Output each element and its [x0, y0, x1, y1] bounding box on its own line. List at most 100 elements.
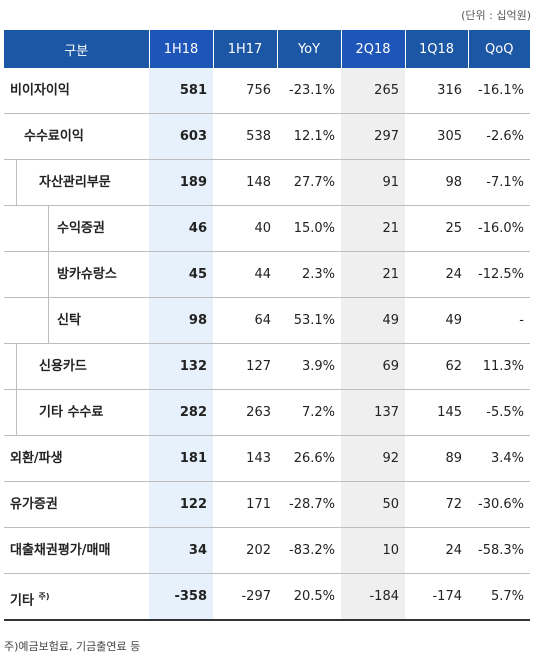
cell-yoy: 26.6% [277, 435, 341, 482]
row-label: 수익증권 [57, 221, 105, 236]
cell-1h17: 171 [213, 481, 277, 528]
cell-2q18: 49 [341, 297, 405, 344]
table-row: 기타 주) -358 -297 20.5% -184 -174 5.7% [4, 573, 530, 621]
cell-1h17: 148 [213, 159, 277, 206]
cell-qoq: -12.5% [468, 251, 530, 298]
cell-1q18: -174 [405, 573, 468, 621]
cell-1h18: 122 [149, 481, 213, 528]
row-label-cell: 외환/파생 [4, 435, 149, 482]
income-table: 구분 1H18 1H17 YoY 2Q18 1Q18 QoQ 비이자이익 581 7… [4, 30, 530, 621]
row-label: 대출채권평가/매매 [10, 543, 111, 558]
row-label-cell: 비이자이익 [4, 68, 149, 114]
cell-1h17: -297 [213, 573, 277, 621]
cell-2q18: -184 [341, 573, 405, 621]
cell-qoq: -30.6% [468, 481, 530, 528]
cell-2q18: 137 [341, 389, 405, 436]
cell-1h17: 263 [213, 389, 277, 436]
cell-1h18: 46 [149, 205, 213, 252]
row-label-cell: 수익증권 [4, 205, 149, 252]
cell-1h18: -358 [149, 573, 213, 621]
cell-1q18: 72 [405, 481, 468, 528]
cell-1h17: 756 [213, 68, 277, 114]
table-row: 기타 수수료 282 263 7.2% 137 145 -5.5% [4, 389, 530, 436]
cell-2q18: 10 [341, 527, 405, 574]
header-category: 구분 [4, 30, 149, 68]
cell-1h18: 132 [149, 343, 213, 390]
cell-qoq: -5.5% [468, 389, 530, 436]
row-label: 신탁 [57, 313, 81, 328]
table-row: 자산관리부문 189 148 27.7% 91 98 -7.1% [4, 159, 530, 206]
cell-2q18: 21 [341, 251, 405, 298]
cell-yoy: 12.1% [277, 113, 341, 160]
cell-1h17: 127 [213, 343, 277, 390]
header-2q18: 2Q18 [340, 30, 405, 68]
row-label: 유가증권 [10, 497, 58, 512]
table-row: 대출채권평가/매매 34 202 -83.2% 10 24 -58.3% [4, 527, 530, 574]
row-label: 수수료이익 [24, 129, 84, 144]
cell-1q18: 24 [405, 251, 468, 298]
cell-1q18: 98 [405, 159, 468, 206]
cell-qoq: 5.7% [468, 573, 530, 621]
row-label: 자산관리부문 [39, 175, 111, 190]
table-row: 방카슈랑스 45 44 2.3% 21 24 -12.5% [4, 251, 530, 298]
table-row: 신탁 98 64 53.1% 49 49- [4, 297, 530, 344]
table-row: 유가증권 122 171 -28.7% 50 72 -30.6% [4, 481, 530, 528]
row-label: 비이자이익 [10, 83, 70, 98]
cell-yoy: -83.2% [277, 527, 341, 574]
footnote: 주)예금보험료, 기금출연료 등 [4, 640, 141, 653]
cell-1q18: 24 [405, 527, 468, 574]
header-1q18: 1Q18 [404, 30, 468, 68]
cell-1q18: 316 [405, 68, 468, 114]
row-label-cell: 기타 수수료 [4, 389, 149, 436]
cell-1h17: 40 [213, 205, 277, 252]
unit-note: (단위 : 십억원) [461, 9, 531, 22]
row-label: 외환/파생 [10, 451, 63, 466]
cell-2q18: 265 [341, 68, 405, 114]
cell-1h17: 202 [213, 527, 277, 574]
cell-1q18: 25 [405, 205, 468, 252]
cell-1h18: 181 [149, 435, 213, 482]
cell-1h18: 189 [149, 159, 213, 206]
cell-1q18: 305 [405, 113, 468, 160]
cell-qoq: -16.0% [468, 205, 530, 252]
cell-1h18: 34 [149, 527, 213, 574]
cell-2q18: 297 [341, 113, 405, 160]
table-row: 외환/파생 181 143 26.6% 92 89 3.4% [4, 435, 530, 482]
cell-qoq: -58.3% [468, 527, 530, 574]
cell-qoq: - [468, 297, 530, 344]
cell-1q18: 89 [405, 435, 468, 482]
cell-1h18: 98 [149, 297, 213, 344]
cell-2q18: 69 [341, 343, 405, 390]
cell-1q18: 49 [405, 297, 468, 344]
cell-qoq: -2.6% [468, 113, 530, 160]
cell-1h18: 581 [149, 68, 213, 114]
cell-1h17: 538 [213, 113, 277, 160]
cell-2q18: 50 [341, 481, 405, 528]
cell-qoq: 11.3% [468, 343, 530, 390]
header-qoq: QoQ [467, 30, 530, 68]
cell-yoy: 3.9% [277, 343, 341, 390]
row-label: 신용카드 [39, 359, 87, 374]
header-1h18: 1H18 [148, 30, 213, 68]
cell-yoy: -28.7% [277, 481, 341, 528]
cell-1q18: 62 [405, 343, 468, 390]
table-row: 수익증권 46 40 15.0% 21 25 -16.0% [4, 205, 530, 252]
table-row: 비이자이익 581 756 -23.1% 265 316 -16.1% [4, 68, 530, 114]
header-1h17: 1H17 [212, 30, 277, 68]
cell-yoy: 15.0% [277, 205, 341, 252]
row-label-cell: 자산관리부문 [4, 159, 149, 206]
cell-2q18: 21 [341, 205, 405, 252]
table-row: 신용카드 132 127 3.9% 69 62 11.3% [4, 343, 530, 390]
table-row: 수수료이익 603 538 12.1% 297 305 -2.6% [4, 113, 530, 160]
cell-yoy: -23.1% [277, 68, 341, 114]
row-label-cell: 방카슈랑스 [4, 251, 149, 298]
cell-1q18: 145 [405, 389, 468, 436]
cell-yoy: 53.1% [277, 297, 341, 344]
cell-1h17: 64 [213, 297, 277, 344]
cell-1h17: 143 [213, 435, 277, 482]
cell-2q18: 91 [341, 159, 405, 206]
cell-1h18: 603 [149, 113, 213, 160]
table-header-row: 구분 1H18 1H17 YoY 2Q18 1Q18 QoQ [4, 30, 530, 68]
row-label-cell: 유가증권 [4, 481, 149, 528]
cell-yoy: 20.5% [277, 573, 341, 621]
